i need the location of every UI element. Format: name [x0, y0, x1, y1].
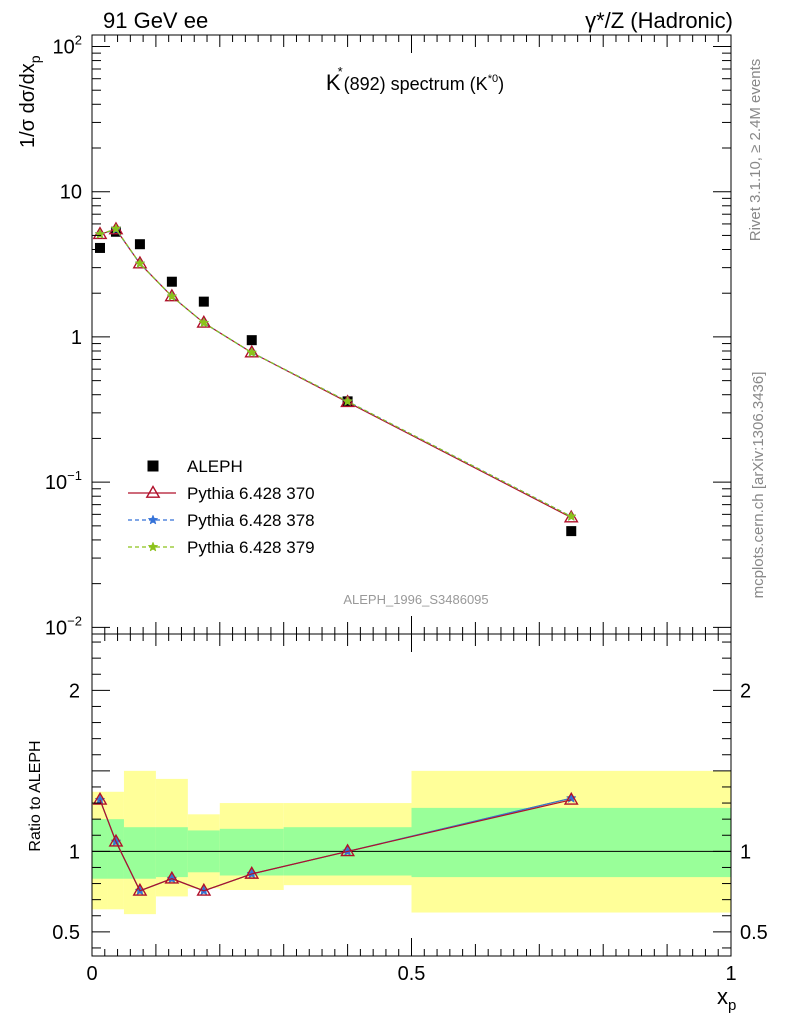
plot-title-end: ): [498, 74, 504, 94]
y-tick-label: 102: [53, 32, 82, 58]
ratio-point: [164, 870, 180, 884]
legend-entry: Pythia 6.428 378: [128, 511, 315, 530]
stat-uncertainty-band: [123, 827, 156, 879]
main-y-axis-label: 1/σ dσ/dxp: [17, 55, 43, 148]
ratio-point: [340, 843, 355, 857]
x-tick-label: 1: [725, 963, 736, 985]
legend-label: Pythia 6.428 370: [187, 484, 315, 503]
y-tick-label: 10: [60, 182, 82, 204]
y-tick-label: 1: [71, 327, 82, 349]
main-y-axis-label-sub: p: [27, 55, 43, 63]
y-tick-label-base: 10: [45, 617, 67, 639]
legend-entry: Pythia 6.428 370: [128, 484, 315, 503]
data-point: [342, 395, 354, 406]
ratio-point: [244, 865, 260, 879]
y-tick-label-exp: 2: [75, 32, 82, 47]
data-point: [246, 335, 257, 346]
stat-uncertainty-band: [155, 827, 188, 878]
ratio-y-tick-label: 2: [69, 680, 80, 702]
series-line: [99, 228, 572, 519]
y-tick-label: 10−2: [45, 613, 82, 639]
mcplots-label: mcplots.cern.ch [arXiv:1306.3436]: [750, 372, 767, 599]
legend-marker: [145, 485, 161, 498]
legend-label: ALEPH: [187, 457, 243, 476]
ratio-y-ticks: 0.5 0.5 1 1 2 2: [52, 641, 768, 949]
process-label: γ*/Z (Hadronic): [585, 8, 733, 33]
data-point: [134, 239, 145, 250]
y-tick-label-base: 10: [45, 472, 67, 494]
data-point: [166, 290, 178, 302]
y-tick-label: 10−1: [45, 468, 82, 494]
series-line: [99, 228, 572, 518]
series-line: [99, 228, 572, 518]
ratio-point: [196, 882, 212, 896]
ratio-point: [92, 791, 108, 805]
plot-title: K*(892) spectrum (K*0): [326, 64, 504, 95]
ratio-point: [108, 833, 124, 847]
series-pythia-6-428-378: [94, 223, 577, 522]
ratio-y-tick-label-right: 2: [740, 680, 751, 702]
data-point: [246, 346, 258, 358]
x-axis-label-text: x: [717, 984, 728, 1009]
legend-marker: [147, 541, 159, 552]
data-point: [94, 228, 106, 239]
stat-uncertainty-band: [92, 819, 108, 879]
data-point: [166, 276, 177, 287]
data-point: [565, 510, 577, 522]
series-pythia-6-428-370: [92, 221, 579, 523]
plot-title-mid: (892) spectrum (K: [344, 74, 488, 94]
legend-label: Pythia 6.428 378: [187, 511, 315, 530]
legend-entry: Pythia 6.428 379: [128, 538, 315, 557]
ratio-y-tick-label: 0.5: [52, 922, 80, 944]
plot-title-k: K: [326, 70, 341, 95]
ratio-point: [563, 791, 579, 805]
ratio-line: [99, 799, 572, 892]
y-tick-label-exp: −1: [67, 468, 82, 483]
legend-entry: ALEPH: [147, 457, 243, 476]
analysis-watermark: ALEPH_1996_S3486095: [343, 592, 488, 607]
ratio-point: [132, 882, 148, 896]
ratio-y-axis-label: Ratio to ALEPH: [27, 740, 44, 851]
ratio-y-tick-label-right: 1: [740, 841, 751, 863]
main-y-axis-label-text: 1/σ dσ/dx: [17, 63, 39, 148]
data-point: [134, 257, 146, 269]
series-pythia-6-428-379: [94, 223, 577, 522]
y-tick-label-exp: −2: [67, 613, 82, 628]
ratio-y-tick-label-right: 0.5: [740, 922, 768, 944]
data-point: [566, 526, 577, 537]
stat-uncertainty-band: [107, 819, 124, 879]
plot-title-star: *: [338, 64, 343, 79]
plot-title-sup: *0: [488, 73, 498, 85]
data-point: [110, 223, 122, 234]
legend-marker: [147, 460, 159, 472]
ratio-y-tick-label: 1: [69, 841, 80, 863]
x-tick-label: 0.5: [398, 963, 426, 985]
legend-marker: [147, 514, 159, 525]
legend-label: Pythia 6.428 379: [187, 538, 315, 557]
data-point: [198, 317, 210, 328]
x-tick-label: 0: [86, 963, 97, 985]
rivet-label: Rivet 3.1.10, ≥ 2.4M events: [747, 59, 764, 242]
x-axis-label: xp: [717, 984, 736, 1014]
energy-label: 91 GeV ee: [103, 8, 208, 33]
data-point: [94, 242, 105, 253]
y-tick-label-base: 10: [53, 36, 75, 58]
series-aleph: [94, 226, 577, 537]
ratio-panel: 0 0.5 10.5 0.51 12 2: [52, 35, 768, 985]
legend: ALEPH Pythia 6.428 370 Pythia 6.428 378 Pyt…: [128, 457, 315, 557]
ratio-bands: [92, 770, 731, 915]
ratio-series-pythia-6-428-370: [92, 791, 579, 896]
x-axis-label-sub: p: [728, 997, 736, 1014]
stat-uncertainty-band: [411, 807, 731, 878]
x-ticks: 0 0.5 1: [86, 35, 737, 985]
data-point: [198, 296, 209, 307]
